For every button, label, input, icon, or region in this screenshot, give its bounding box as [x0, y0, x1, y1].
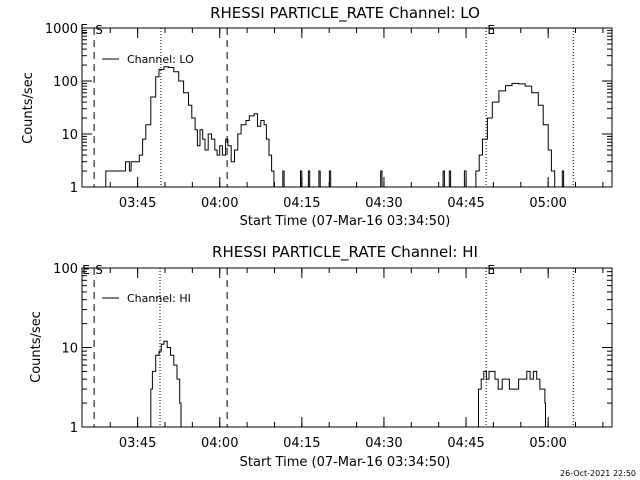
x-tick-label: 04:30: [365, 196, 402, 211]
legend-label: Channel: HI: [127, 292, 191, 305]
series-line: [448, 170, 452, 188]
chart-panel-lo: RHESSI PARTICLE_RATE Channel: LO Counts/…: [21, 4, 613, 229]
x-tick-label: 03:45: [119, 196, 156, 211]
series-line: [561, 170, 565, 188]
series-line: [307, 170, 311, 188]
plot-frame: [81, 27, 613, 188]
x-axis-label: Start Time (07-Mar-16 03:34:50): [240, 455, 451, 470]
series-line: [299, 170, 303, 188]
series-line: [317, 170, 321, 188]
series-line: [441, 170, 445, 188]
y-tick-label: 1: [70, 181, 78, 196]
marker-label: S: [95, 263, 103, 277]
chart-title: RHESSI PARTICLE_RATE Channel: LO: [210, 4, 480, 23]
series-line: [379, 170, 383, 188]
x-tick-label: 05:00: [529, 436, 566, 451]
series-line: [104, 66, 275, 188]
x-tick-label: 05:00: [529, 196, 566, 211]
y-axis-label: Counts/sec: [29, 311, 44, 383]
y-tick-label: 1: [70, 421, 78, 436]
chart-panel-hi: RHESSI PARTICLE_RATE Channel: HI Counts/…: [29, 243, 613, 470]
x-axis-label: Start Time (07-Mar-16 03:34:50): [240, 214, 451, 229]
series-line: [462, 170, 467, 188]
series-line: [472, 82, 556, 188]
series-line: [150, 340, 182, 428]
x-tick-label: 04:00: [201, 196, 238, 211]
footer-timestamp: 26-Oct-2021 22:50: [560, 469, 636, 478]
series-line: [477, 370, 546, 428]
marker-label: E: [487, 23, 495, 37]
corner-label: E: [82, 263, 90, 277]
legend-label: Channel: LO: [127, 53, 194, 66]
series-line: [281, 170, 285, 188]
x-tick-label: 04:30: [365, 436, 402, 451]
y-tick-label: 100: [53, 75, 78, 90]
x-tick-label: 03:45: [119, 436, 156, 451]
x-tick-label: 04:45: [447, 436, 484, 451]
x-tick-label: 04:15: [283, 196, 320, 211]
x-tick-label: 04:45: [447, 196, 484, 211]
y-tick-label: 1000: [45, 22, 78, 37]
marker-label: S: [95, 23, 103, 37]
x-tick-label: 04:00: [201, 436, 238, 451]
y-axis-label: Counts/sec: [21, 72, 36, 144]
y-tick-label: 100: [53, 262, 78, 277]
series-line: [328, 170, 332, 188]
x-tick-label: 04:15: [283, 436, 320, 451]
corner-label: E: [80, 22, 88, 36]
marker-label: E: [487, 263, 495, 277]
chart-title: RHESSI PARTICLE_RATE Channel: HI: [212, 243, 478, 262]
y-tick-label: 10: [61, 128, 78, 143]
y-tick-label: 10: [61, 342, 78, 357]
